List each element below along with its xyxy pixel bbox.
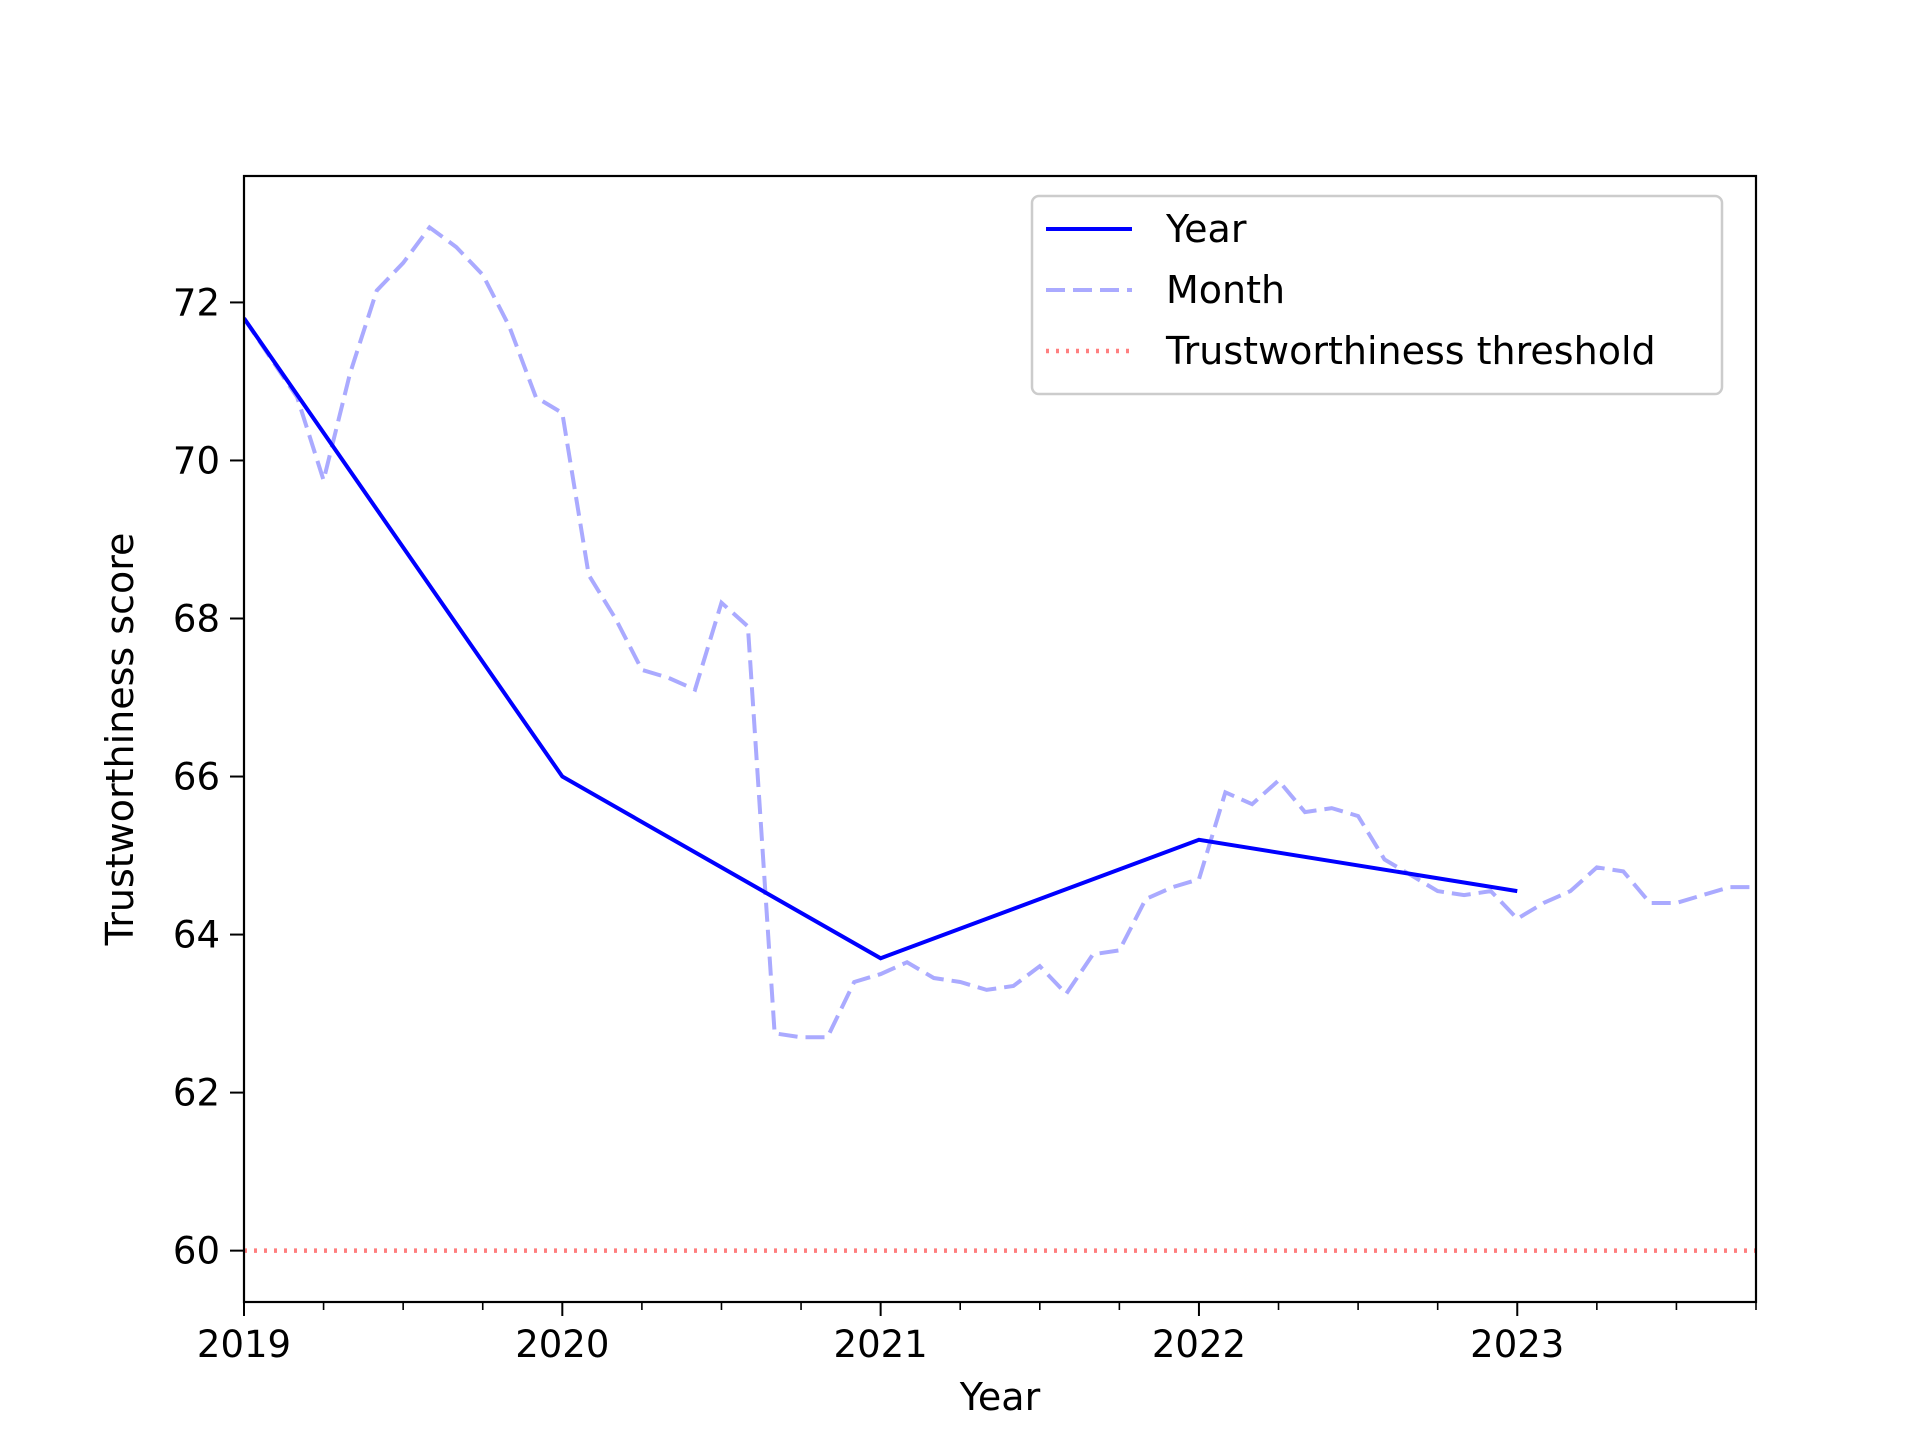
plot-lines [244,224,1756,1253]
x-tick-label: 2022 [1152,1323,1246,1366]
y-tick-label: 68 [173,597,220,640]
y-tick-label: 70 [173,439,220,482]
plot-area-frame [242,174,1758,1304]
y-tick-label: 60 [173,1230,220,1273]
x-tick-label: 2020 [515,1323,609,1366]
series-line-month [244,224,1756,1040]
x-tick-label: 2021 [834,1323,928,1366]
legend-label: Month [1166,268,1285,312]
y-axis: 60 62 64 66 68 70 72 [173,281,244,1273]
y-tick-label: 64 [173,914,220,957]
legend-label: Year [1165,207,1247,251]
legend-box [1030,194,1724,396]
series-line-year [244,317,1518,961]
y-tick-label: 66 [173,756,220,799]
x-tick-label: 2019 [197,1323,291,1366]
legend: Year Month Trustworthiness threshold [1030,194,1724,396]
y-tick-label: 72 [173,281,220,324]
x-tick-label: 2023 [1470,1323,1564,1366]
legend-label: Trustworthiness threshold [1165,329,1656,373]
x-axis: 2019 2020 2021 2022 2023 [197,1302,1757,1366]
y-tick-label: 62 [173,1072,220,1115]
x-axis-label: Year [959,1375,1041,1419]
y-axis-label: Trustworthiness score [98,533,142,947]
